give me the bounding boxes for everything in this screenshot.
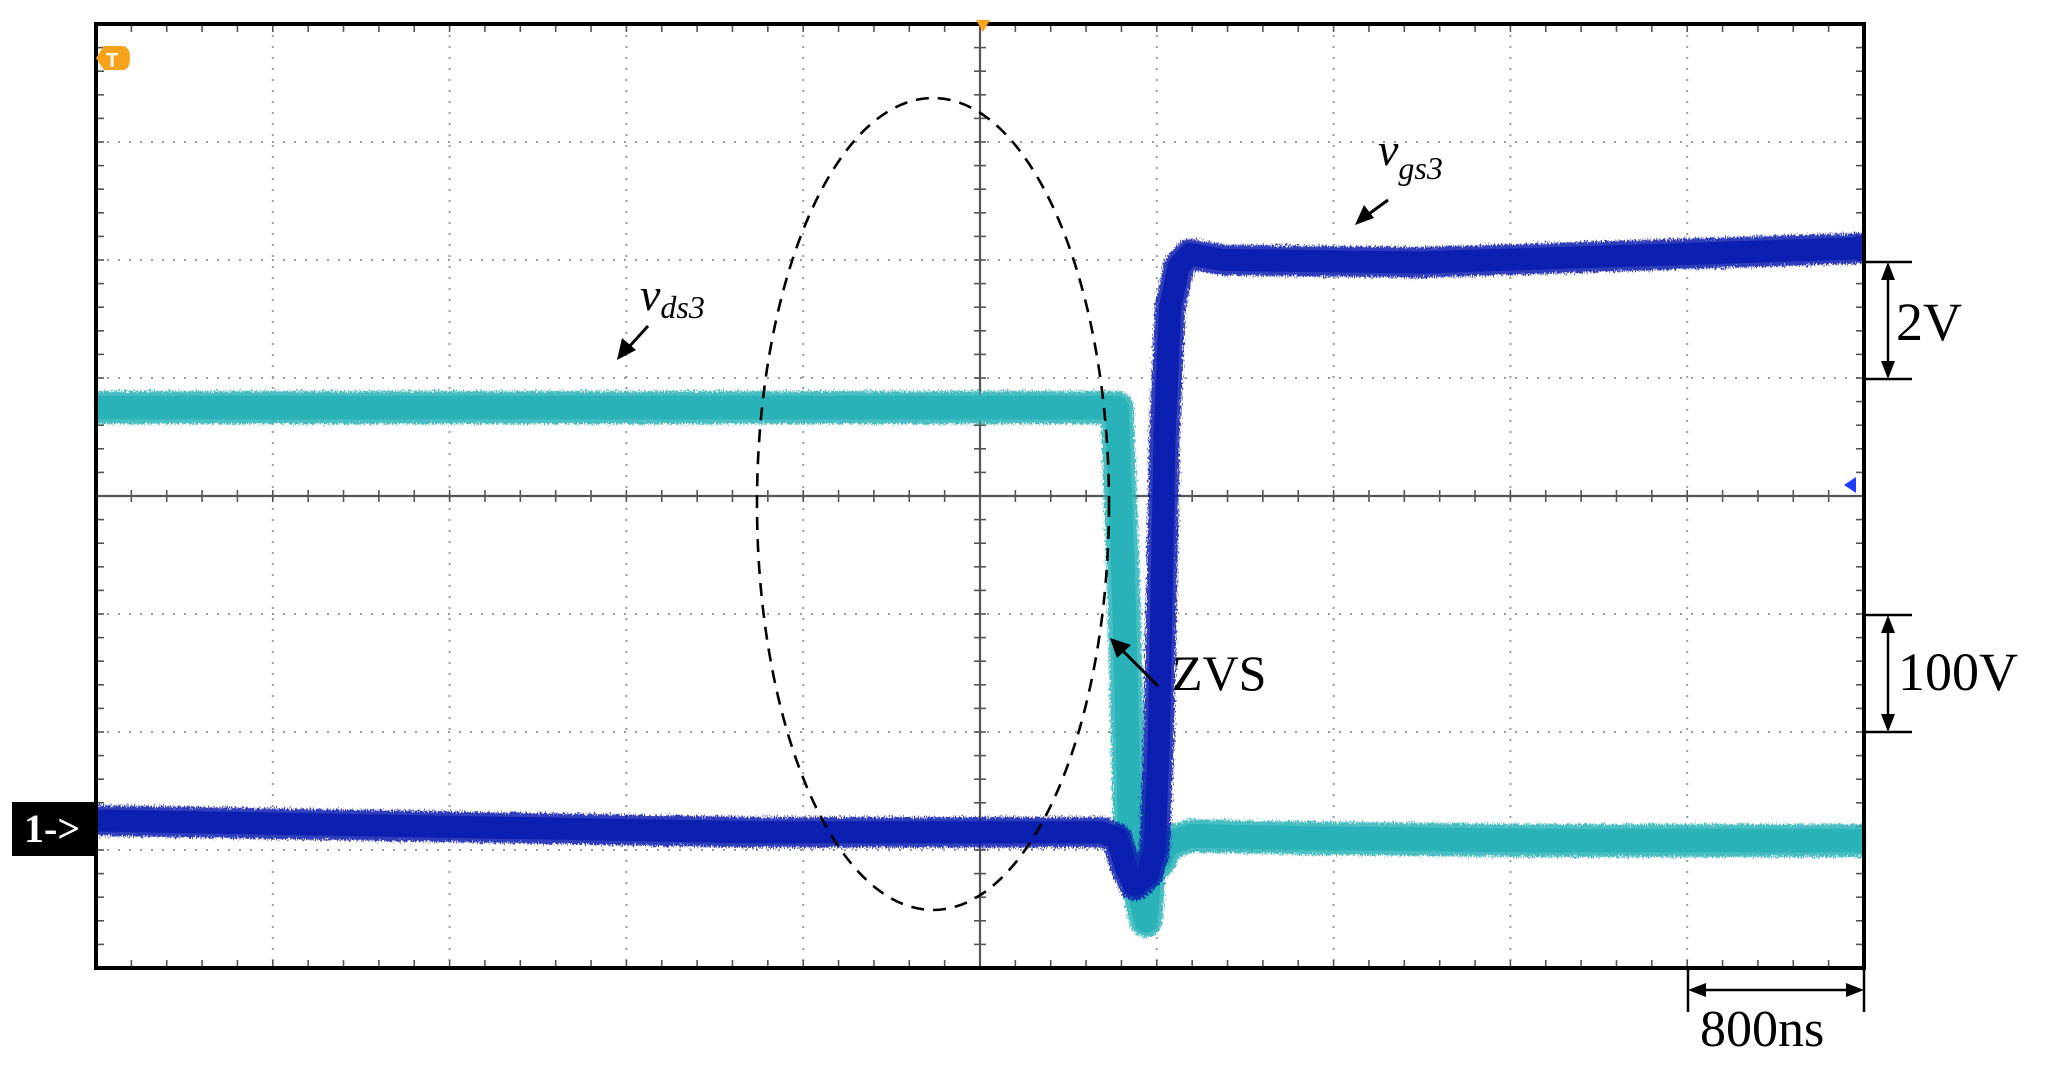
vds3-label: vds3 xyxy=(640,269,705,325)
vgs3-label-sub: gs3 xyxy=(1398,150,1442,186)
zvs-ellipse xyxy=(755,96,1111,912)
scale-2v-label: 2V xyxy=(1896,292,1962,352)
waveform-traces xyxy=(95,232,1865,938)
scale-800ns-label: 800ns xyxy=(1700,1001,1824,1058)
zvs-label: ZVS xyxy=(1172,645,1266,701)
vds3-label-sub: ds3 xyxy=(660,289,704,325)
vgs3-label-base: v xyxy=(1378,124,1399,175)
scale-bar-100v: 100V xyxy=(1864,613,2018,734)
scale-bar-800ns: 800ns xyxy=(1686,968,1866,1058)
channel-1-label: 1-> xyxy=(24,806,80,851)
vds3-arrow-line xyxy=(626,324,650,350)
trigger-level-label: T xyxy=(106,50,118,72)
trigger-position-icon xyxy=(976,20,990,32)
ground-reference-icon xyxy=(1844,477,1856,493)
trace-vgs3 xyxy=(95,237,1865,897)
zvs-arrow-line xyxy=(1120,648,1160,688)
trigger-level-marker: T xyxy=(96,46,130,72)
vgs3-arrowhead-icon xyxy=(1355,205,1374,225)
scale-bar-2v: 2V xyxy=(1864,260,1962,381)
zvs-arrowhead-icon xyxy=(1110,638,1131,658)
vgs3-label: vgs3 xyxy=(1378,124,1443,186)
channel-1-marker: 1-> xyxy=(12,802,94,856)
scale-100v-label: 100V xyxy=(1898,642,2018,702)
vds3-label-base: v xyxy=(640,269,661,320)
vds3-arrowhead-icon xyxy=(617,338,636,360)
